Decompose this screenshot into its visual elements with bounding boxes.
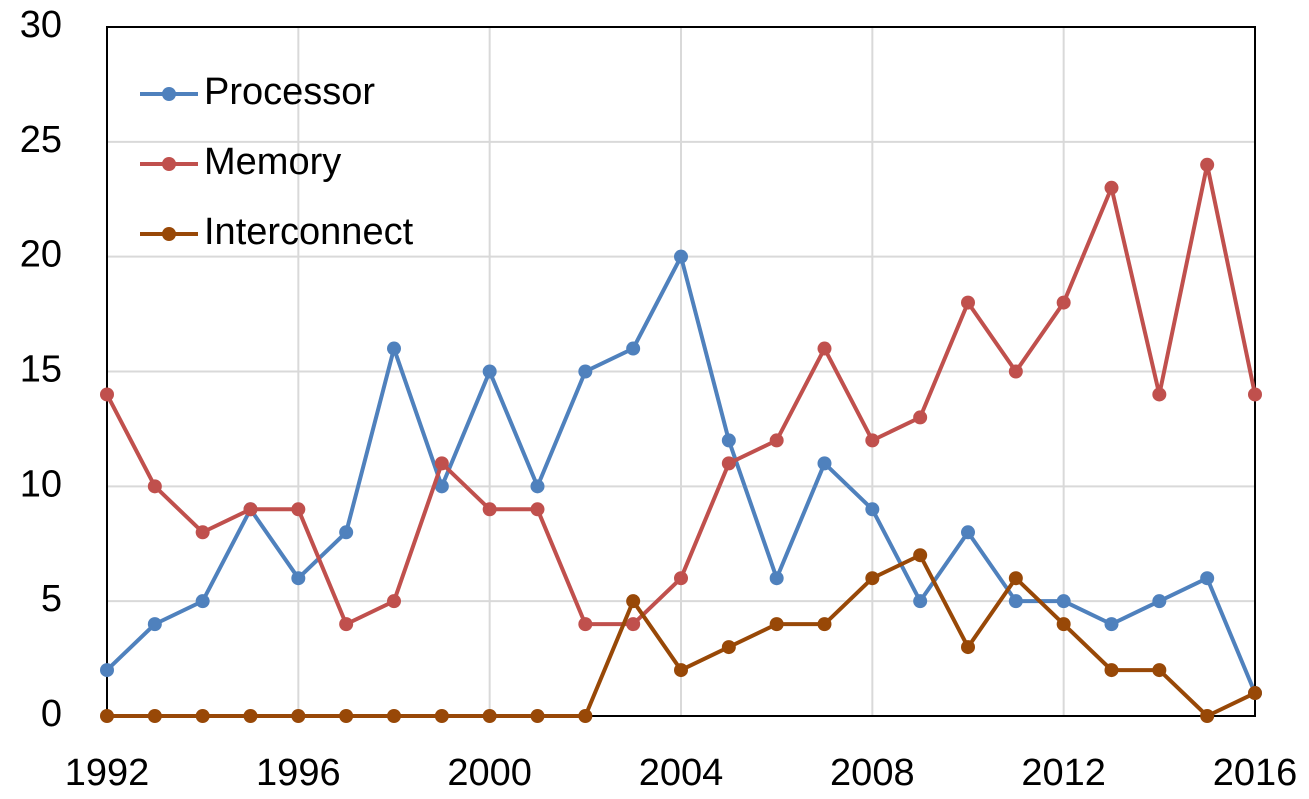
x-tick-label: 2000: [447, 752, 532, 794]
data-point: [769, 433, 784, 448]
data-point: [1056, 594, 1071, 609]
data-point: [674, 571, 688, 586]
legend-marker: [162, 157, 176, 171]
data-point: [387, 594, 401, 609]
data-point: [913, 548, 928, 563]
data-point: [721, 456, 736, 471]
data-point: [100, 709, 114, 723]
data-point: [339, 709, 354, 723]
y-tick-label: 25: [20, 119, 62, 161]
data-point: [1152, 387, 1167, 402]
data-point: [578, 617, 593, 632]
data-point: [721, 640, 736, 655]
data-point: [1056, 295, 1071, 310]
data-point: [1008, 594, 1023, 609]
data-point: [339, 525, 354, 540]
data-point: [626, 617, 641, 632]
data-point: [961, 295, 975, 310]
data-point: [387, 709, 401, 723]
data-point: [482, 364, 497, 379]
legend-label: Interconnect: [204, 211, 414, 253]
x-tick-label: 1992: [65, 752, 150, 794]
data-point: [961, 525, 975, 540]
data-point: [578, 364, 593, 379]
x-tick-label: 2012: [1021, 752, 1106, 794]
data-point: [626, 341, 641, 356]
data-point: [291, 502, 306, 517]
data-point: [1104, 617, 1119, 632]
data-point: [865, 502, 880, 517]
data-point: [291, 709, 306, 723]
data-point: [291, 571, 306, 586]
data-point: [339, 617, 354, 632]
x-tick-label: 2016: [1213, 752, 1298, 794]
data-point: [243, 502, 258, 517]
y-tick-label: 15: [20, 349, 62, 391]
x-tick-label: 2004: [639, 752, 724, 794]
legend-marker: [162, 87, 176, 101]
data-point: [674, 249, 688, 264]
data-point: [1008, 364, 1023, 379]
data-point: [769, 617, 784, 632]
y-tick-label: 10: [20, 463, 62, 505]
data-point: [817, 456, 832, 471]
legend-label: Processor: [204, 71, 375, 113]
data-point: [1152, 594, 1167, 609]
data-point: [817, 617, 832, 632]
data-point: [1248, 387, 1262, 402]
data-point: [100, 663, 114, 678]
y-tick-label: 20: [20, 234, 62, 276]
data-point: [721, 433, 736, 448]
data-point: [434, 709, 449, 723]
data-point: [434, 456, 449, 471]
data-point: [961, 640, 975, 655]
data-point: [482, 502, 497, 517]
data-point: [147, 617, 162, 632]
data-point: [195, 709, 210, 723]
data-point: [1200, 709, 1215, 723]
data-point: [913, 410, 928, 425]
data-point: [1056, 617, 1071, 632]
data-point: [769, 571, 784, 586]
data-point: [1200, 157, 1215, 172]
data-point: [482, 709, 497, 723]
data-point: [913, 594, 928, 609]
data-point: [147, 709, 162, 723]
data-point: [1104, 180, 1119, 195]
data-point: [674, 663, 688, 678]
data-point: [530, 502, 545, 517]
data-point: [865, 571, 880, 586]
data-point: [1104, 663, 1119, 678]
data-point: [147, 479, 162, 494]
data-point: [195, 525, 210, 540]
data-point: [387, 341, 401, 356]
legend-label: Memory: [204, 141, 341, 183]
data-point: [530, 709, 545, 723]
data-point: [100, 387, 114, 402]
legend-marker: [162, 227, 176, 241]
data-point: [865, 433, 880, 448]
y-tick-label: 0: [41, 693, 62, 735]
plot-frame: [106, 26, 1256, 717]
x-tick-label: 2008: [830, 752, 915, 794]
y-tick-label: 5: [41, 578, 62, 620]
data-point: [243, 709, 258, 723]
data-point: [626, 594, 641, 609]
data-point: [530, 479, 545, 494]
data-point: [578, 709, 593, 723]
y-tick-label: 30: [20, 4, 62, 46]
data-point: [1200, 571, 1215, 586]
data-point: [1152, 663, 1167, 678]
data-point: [195, 594, 210, 609]
data-point: [1248, 686, 1262, 701]
x-tick-label: 1996: [256, 752, 341, 794]
data-point: [1008, 571, 1023, 586]
data-point: [817, 341, 832, 356]
data-point: [434, 479, 449, 494]
